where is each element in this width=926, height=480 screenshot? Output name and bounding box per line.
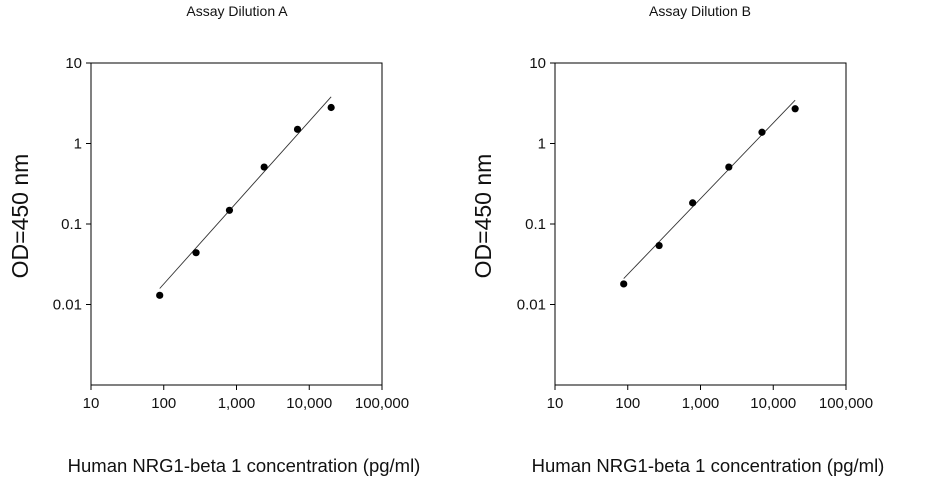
fit-line [623,99,796,279]
plot-area-frame [90,62,383,386]
x-tick-label: 10,000 [286,395,332,412]
chart-title: Assay Dilution A [186,3,288,19]
x-axis-label: Human NRG1-beta 1 concentration (pg/ml) [532,455,885,476]
data-point [293,125,302,133]
x-tick-label: 1,000 [682,395,720,412]
chart-panel-2: Assay Dilution B 10 100 1,000 10,000 100,000 0… [470,3,884,476]
chart-title: Assay Dilution B [649,3,751,19]
y-tick-label: 0.1 [61,216,82,233]
fit-line [159,96,332,289]
x-tick-label: 100 [615,395,640,412]
data-point [758,128,766,136]
y-tick-label: 1 [538,136,546,153]
y-tick-label: 10 [65,55,82,72]
y-axis-label: OD=450 nm [470,154,496,279]
chart-panel-1: Assay Dilution A 10 100 1,000 10,000 100,000 0… [7,3,420,476]
x-tick-label: 100 [151,395,176,412]
data-point [791,105,799,113]
data-point [725,163,733,171]
plot-area-frame [554,62,847,386]
x-tick-label: 10 [83,395,100,412]
x-tick-label: 1,000 [218,395,256,412]
data-point [655,241,663,250]
data-point [225,206,234,214]
data-point [260,163,268,171]
x-tick-label: 10,000 [750,395,796,412]
x-tick-label: 10 [547,395,564,412]
data-point [620,280,628,288]
y-tick-label: 0.01 [517,297,546,314]
x-axis-label: Human NRG1-beta 1 concentration (pg/ml) [68,455,421,476]
data-point [327,103,335,112]
data-point [156,291,164,299]
y-tick-label: 0.1 [525,216,546,233]
data-point [192,249,200,257]
y-tick-label: 1 [74,136,82,153]
data-point [689,199,697,207]
x-tick-label: 100,000 [819,395,873,412]
y-axis-label: OD=450 nm [7,154,33,279]
y-tick-label: 0.01 [53,297,82,314]
x-tick-label: 100,000 [355,395,409,412]
y-tick-label: 10 [529,55,546,72]
